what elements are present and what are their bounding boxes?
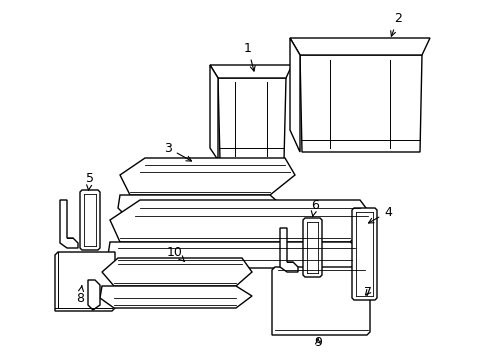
Polygon shape (351, 208, 376, 300)
Polygon shape (55, 252, 115, 311)
Polygon shape (108, 242, 374, 268)
Text: 4: 4 (368, 206, 391, 223)
Polygon shape (88, 280, 100, 310)
Polygon shape (289, 38, 429, 55)
Text: 7: 7 (363, 285, 371, 298)
Text: 9: 9 (313, 336, 321, 348)
Polygon shape (299, 55, 421, 152)
Text: 5: 5 (86, 171, 94, 190)
Polygon shape (209, 65, 218, 160)
Polygon shape (80, 190, 100, 250)
Polygon shape (120, 158, 294, 195)
Polygon shape (110, 200, 374, 242)
Text: 2: 2 (390, 12, 401, 36)
Text: 3: 3 (164, 141, 191, 161)
Text: 6: 6 (310, 198, 318, 217)
Polygon shape (118, 195, 285, 220)
Polygon shape (218, 78, 285, 160)
Polygon shape (303, 218, 321, 277)
Polygon shape (60, 200, 78, 248)
Text: 10: 10 (167, 246, 184, 261)
Polygon shape (271, 267, 369, 335)
Polygon shape (100, 286, 251, 308)
Polygon shape (289, 38, 299, 152)
Text: 1: 1 (244, 41, 255, 71)
Polygon shape (280, 228, 297, 272)
Polygon shape (102, 258, 251, 286)
Text: 8: 8 (76, 286, 84, 305)
Polygon shape (209, 65, 291, 78)
